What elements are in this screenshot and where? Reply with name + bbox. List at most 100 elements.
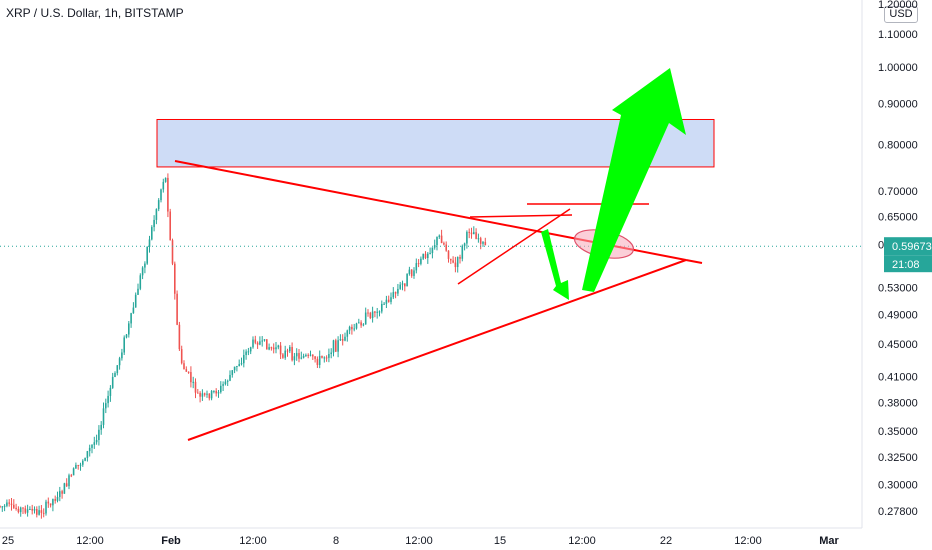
candle-body [114, 373, 116, 377]
x-tick-label: 12:00 [568, 535, 596, 547]
candle-body [59, 491, 61, 498]
candle-body [321, 355, 323, 358]
candle-body [286, 350, 289, 352]
candle-body [259, 341, 261, 345]
candle-body [171, 240, 174, 264]
currency-badge[interactable]: USD [884, 6, 918, 23]
candle-body [187, 371, 190, 373]
candle-body [72, 468, 75, 476]
candle-body [438, 235, 441, 237]
candle-body [33, 509, 36, 511]
candle-body [266, 339, 268, 350]
candle-body [383, 303, 385, 305]
candle-body [38, 510, 40, 515]
y-tick-label: 0.27800 [878, 506, 918, 518]
candle-body [68, 475, 70, 487]
candle-body [19, 507, 22, 513]
candle-body [98, 429, 100, 441]
candle-body [325, 357, 328, 359]
candle-body [139, 275, 142, 289]
down-arrow [541, 229, 569, 300]
candle-body [199, 392, 201, 397]
candle-body [52, 499, 54, 506]
candle-body [468, 231, 470, 233]
candle-body [256, 342, 259, 345]
candle-body [272, 347, 275, 350]
y-tick-label: 0.32500 [878, 452, 918, 464]
candle-body [61, 491, 63, 494]
candle-body [337, 340, 339, 352]
candle-body [210, 390, 213, 399]
candle-body [475, 232, 477, 239]
candle-body [157, 200, 160, 210]
countdown-badge [884, 255, 932, 273]
candle-body [125, 334, 128, 338]
candle-body [300, 357, 303, 359]
candle-body [302, 355, 305, 358]
inner-top-line [469, 214, 573, 218]
candle-body [312, 354, 314, 357]
candle-body [31, 508, 33, 511]
candle-body [49, 503, 52, 506]
y-tick-label: 1.20000 [878, 0, 918, 11]
candle-body [385, 299, 388, 304]
candle-body [282, 354, 284, 358]
x-tick-label: 12:00 [405, 535, 433, 547]
candle-body [130, 313, 132, 324]
candle-body [197, 392, 199, 394]
candle-body [367, 312, 369, 314]
candle-body [454, 262, 457, 268]
candle-body [417, 263, 420, 265]
y-tick-label: 1.00000 [878, 62, 918, 74]
candle-body [339, 339, 342, 341]
candle-body [169, 211, 171, 241]
candle-body [328, 354, 330, 358]
candle-body [427, 253, 429, 259]
y-tick-label: 0.80000 [878, 140, 918, 152]
candle-body [24, 508, 27, 513]
candle-body [355, 323, 358, 329]
candle-body [54, 499, 56, 501]
candle-body [479, 238, 482, 244]
candle-body [374, 311, 376, 313]
candle-body [220, 385, 222, 393]
candle-body [183, 363, 185, 370]
candle-body [452, 260, 454, 263]
y-tick-label: 0.53000 [878, 282, 918, 294]
up-arrow [582, 68, 686, 292]
x-tick-label: 8 [333, 535, 339, 547]
candle-body [295, 353, 298, 357]
candle-body [79, 464, 82, 466]
candle-body [22, 507, 24, 509]
inner-rising-line [457, 208, 571, 285]
candle-body [440, 235, 443, 244]
candle-body [473, 232, 475, 235]
candle-body [233, 366, 236, 371]
candle-body [394, 292, 397, 294]
candle-body [392, 292, 395, 298]
candle-body [84, 457, 86, 461]
candle-body [348, 326, 351, 331]
candle-body [0, 506, 1, 508]
candle-body [463, 243, 466, 246]
candle-body [213, 390, 215, 392]
candle-body [371, 311, 374, 318]
candle-body [323, 357, 326, 359]
candle-body [116, 365, 119, 374]
x-tick-label: Feb [161, 535, 181, 547]
x-tick-label: 12:00 [76, 535, 104, 547]
candle-body [224, 381, 227, 385]
x-tick-label: 12:00 [734, 535, 762, 547]
candle-body [443, 243, 445, 245]
candle-body [144, 263, 146, 268]
y-tick-label: 0.45000 [878, 339, 918, 351]
candle-body [268, 347, 270, 350]
y-axis: 1.20000 1.10000 1.00000 0.90000 0.80000 0.700… [861, 0, 932, 528]
candle-body [3, 505, 6, 507]
chart-title: XRP / U.S. Dollar, 1h, BITSTAMP [6, 6, 184, 20]
candle-body [102, 408, 105, 425]
candle-body [424, 253, 427, 259]
candle-body [401, 283, 404, 285]
